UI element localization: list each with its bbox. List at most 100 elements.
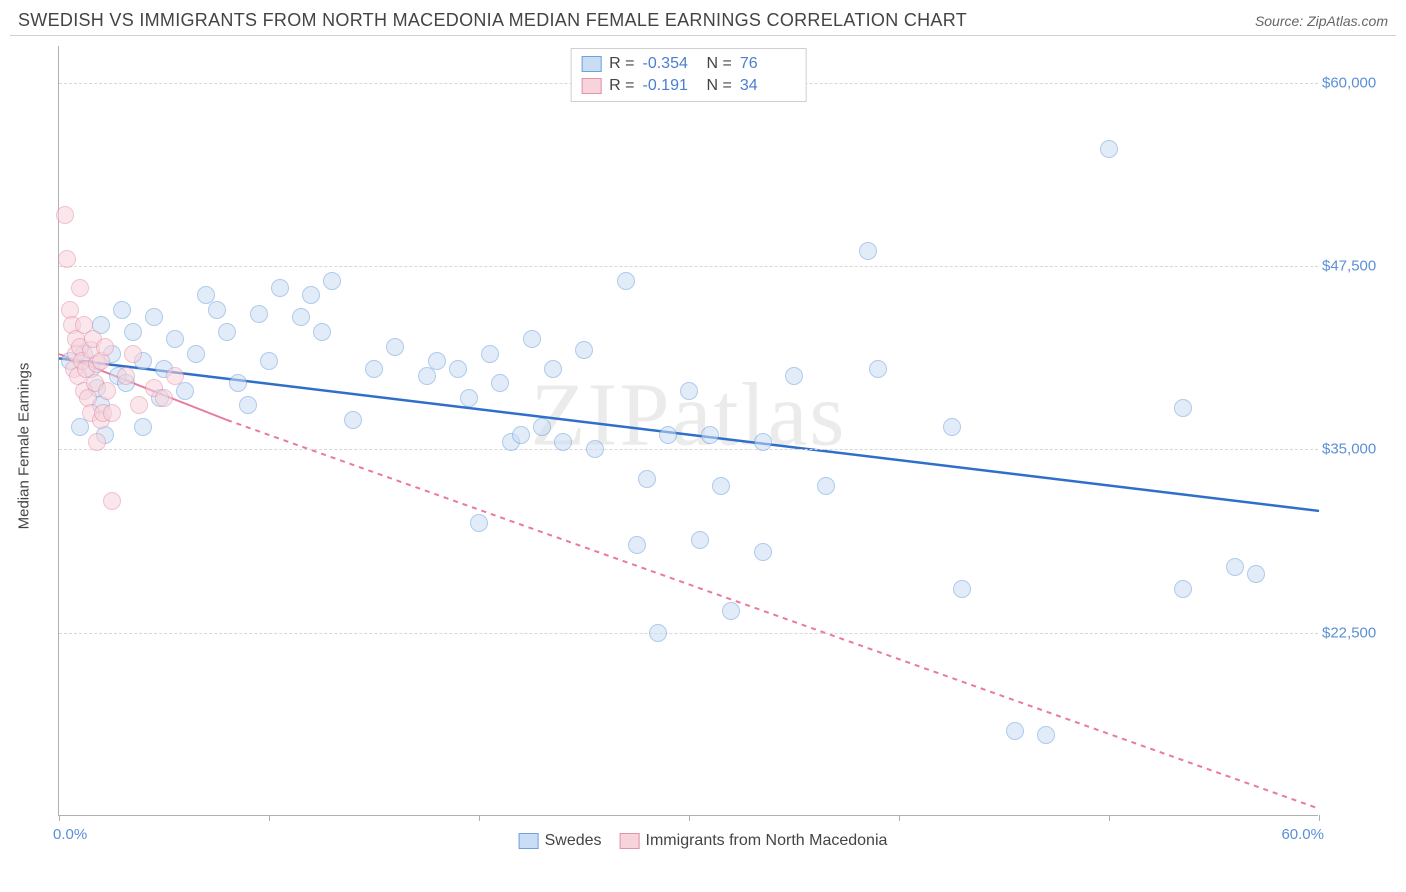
data-point [785,367,803,385]
data-point [229,374,247,392]
data-point [491,374,509,392]
legend-swatch-macedonia [620,833,640,849]
data-point [554,433,572,451]
gridline [59,633,1318,634]
data-point [869,360,887,378]
correlation-row-macedonia: R = -0.191 N = 34 [581,75,796,97]
y-tick-label: $22,500 [1322,624,1392,641]
n-value-swedes: 76 [740,55,796,73]
x-tick [479,815,480,821]
data-point [124,345,142,363]
data-point [953,580,971,598]
legend-item-macedonia: Immigrants from North Macedonia [620,832,888,850]
y-tick-label: $60,000 [1322,74,1392,91]
chart-title: SWEDISH VS IMMIGRANTS FROM NORTH MACEDON… [18,10,967,31]
data-point [176,382,194,400]
data-point [460,389,478,407]
x-tick [689,815,690,821]
x-axis-min-label: 0.0% [53,826,87,843]
x-tick [1109,815,1110,821]
data-point [130,396,148,414]
data-point [1247,565,1265,583]
data-point [103,492,121,510]
data-point [428,352,446,370]
data-point [649,624,667,642]
legend-label-macedonia: Immigrants from North Macedonia [646,832,888,850]
data-point [586,440,604,458]
data-point [1174,580,1192,598]
r-value-swedes: -0.354 [643,55,699,73]
data-point [239,396,257,414]
data-point [98,382,116,400]
data-point [71,279,89,297]
data-point [628,536,646,554]
correlation-legend: R = -0.354 N = 76 R = -0.191 N = 34 [570,48,807,102]
data-point [134,418,152,436]
trend-lines-layer [59,46,1318,815]
gridline [59,266,1318,267]
data-point [103,404,121,422]
data-point [1100,140,1118,158]
data-point [88,433,106,451]
plot-area: ZIPatlas R = -0.354 N = 76 R = -0.191 N … [58,46,1318,816]
data-point [260,352,278,370]
data-point [575,341,593,359]
data-point [470,514,488,532]
data-point [386,338,404,356]
data-point [292,308,310,326]
n-value-macedonia: 34 [740,77,796,95]
data-point [113,301,131,319]
data-point [56,206,74,224]
data-point [481,345,499,363]
data-point [302,286,320,304]
data-point [754,433,772,451]
x-tick [269,815,270,821]
data-point [124,323,142,341]
data-point [145,308,163,326]
data-point [1037,726,1055,744]
legend-swatch-swedes [519,833,539,849]
data-point [512,426,530,444]
data-point [187,345,205,363]
data-point [943,418,961,436]
data-point [1174,399,1192,417]
data-point [722,602,740,620]
data-point [449,360,467,378]
data-point [313,323,331,341]
data-point [680,382,698,400]
x-axis-max-label: 60.0% [1281,826,1324,843]
data-point [58,250,76,268]
data-point [166,330,184,348]
data-point [117,367,135,385]
data-point [250,305,268,323]
gridline [59,449,1318,450]
data-point [533,418,551,436]
data-point [817,477,835,495]
x-tick [899,815,900,821]
data-point [1226,558,1244,576]
swatch-macedonia [581,78,601,94]
data-point [701,426,719,444]
data-point [712,477,730,495]
y-tick-label: $35,000 [1322,441,1392,458]
legend-item-swedes: Swedes [519,832,602,850]
x-tick [59,815,60,821]
data-point [691,531,709,549]
data-point [754,543,772,561]
r-value-macedonia: -0.191 [643,77,699,95]
y-axis-label: Median Female Earnings [16,362,33,529]
chart-container: Median Female Earnings ZIPatlas R = -0.3… [10,35,1396,855]
legend-label-swedes: Swedes [545,832,602,850]
chart-source: Source: ZipAtlas.com [1255,13,1388,29]
chart-header: SWEDISH VS IMMIGRANTS FROM NORTH MACEDON… [10,10,1396,35]
data-point [617,272,635,290]
data-point [323,272,341,290]
data-point [365,360,383,378]
swatch-swedes [581,56,601,72]
data-point [544,360,562,378]
x-tick [1319,815,1320,821]
correlation-row-swedes: R = -0.354 N = 76 [581,53,796,75]
data-point [155,389,173,407]
data-point [166,367,184,385]
data-point [659,426,677,444]
